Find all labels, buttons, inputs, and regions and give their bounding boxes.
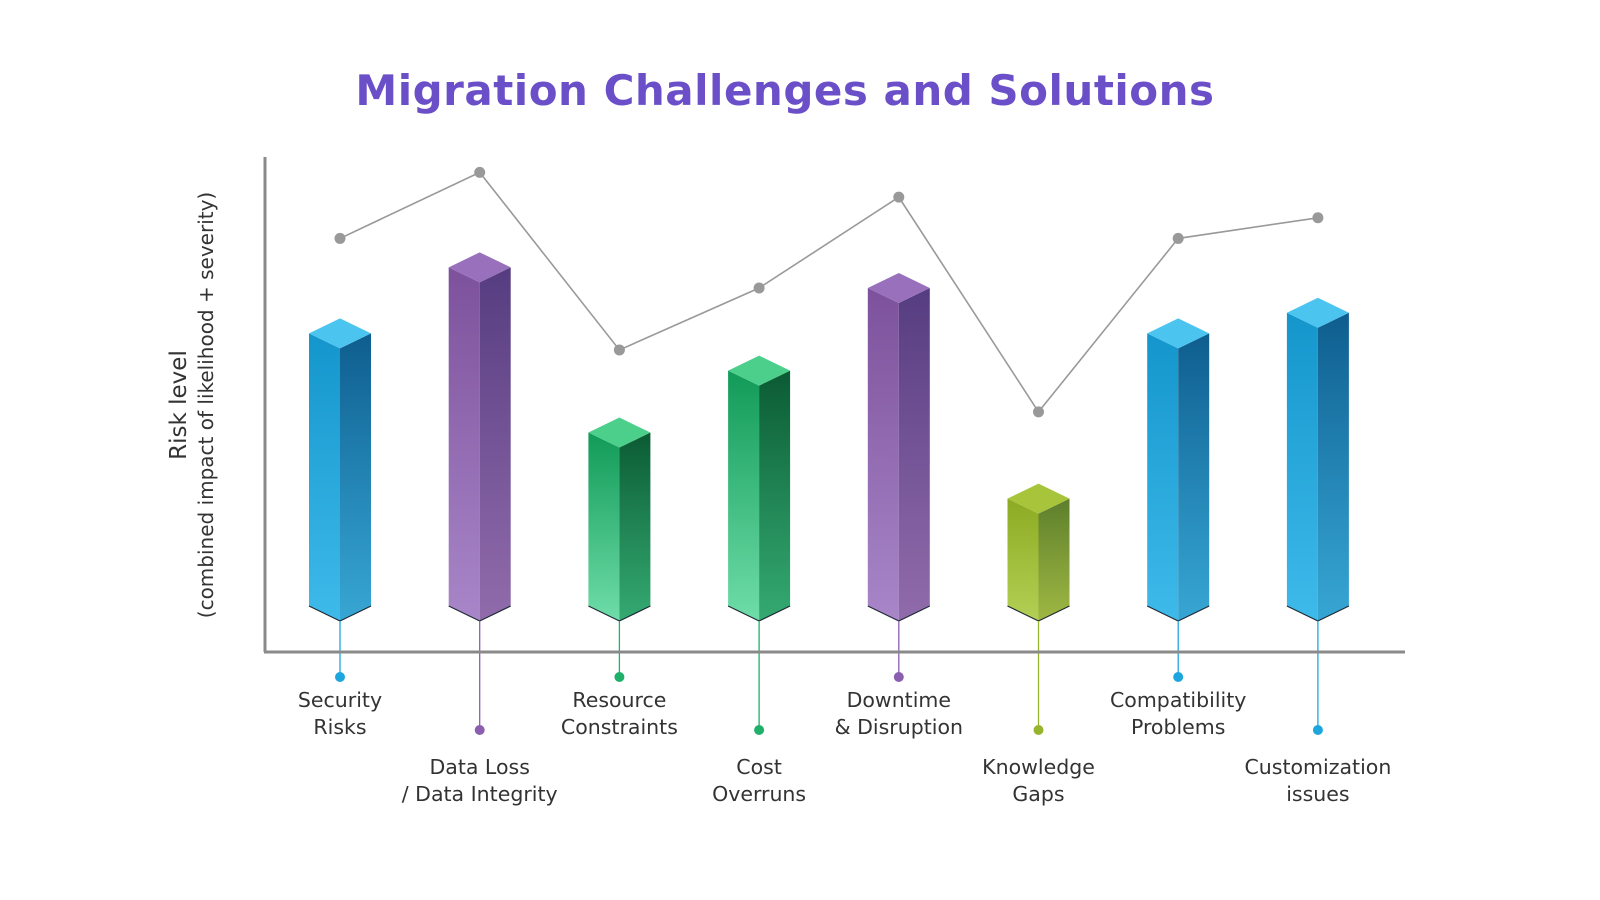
bar-front-face [588, 432, 620, 621]
bar-front-face [309, 333, 340, 621]
category-label-line: Customization [1244, 755, 1391, 779]
bar-top-face [588, 417, 651, 448]
trend-point [1172, 232, 1184, 244]
bar-front-face [1286, 312, 1318, 621]
category-label: Compatibility Problems [1110, 688, 1246, 739]
trend-point [474, 166, 486, 178]
bar-side-face [479, 267, 511, 621]
bar-side-face [1178, 333, 1210, 621]
label-dot [1033, 725, 1044, 735]
category-label-line: Data Loss [429, 755, 529, 779]
trend-point [893, 191, 905, 203]
category-label-line: Problems [1131, 715, 1226, 739]
category-label-line: Constraints [561, 715, 678, 739]
bar-front-face [728, 370, 760, 621]
category-label-line: Risks [313, 715, 366, 739]
bar-top-face [1147, 318, 1210, 349]
trend-point [1033, 406, 1044, 418]
label-dot [1173, 672, 1184, 682]
bar-top-face [867, 272, 930, 303]
category-label-line: Resource [572, 688, 666, 712]
category-label: Knowledge Gaps [982, 755, 1095, 806]
category-label-line: / Data Integrity [402, 782, 558, 806]
bar-front-face [1007, 498, 1039, 621]
category-label-line: Gaps [1012, 782, 1064, 806]
bar-side-face [898, 287, 930, 621]
category-label-line: Knowledge [982, 755, 1095, 779]
trend-line [339, 171, 1319, 414]
bar-side-face [1317, 312, 1349, 621]
label-dot [754, 725, 765, 735]
label-dot [614, 672, 625, 682]
trend-point [334, 232, 346, 244]
category-label: Customization issues [1244, 755, 1391, 806]
bar-top-face [309, 318, 371, 349]
category-label: Resource Constraints [561, 688, 678, 739]
bar-top-face [448, 252, 511, 283]
category-label: Data Loss / Data Integrity [402, 755, 558, 806]
label-dot [893, 672, 904, 682]
bar-top-face [1007, 483, 1070, 514]
bar-front-face [867, 287, 899, 621]
category-label-line: Overruns [712, 782, 806, 806]
bar-side-face [759, 370, 791, 621]
label-dot [1312, 725, 1323, 735]
category-label-line: & Disruption [835, 715, 963, 739]
bar-side-face [340, 333, 371, 621]
bar-front-face [448, 267, 480, 621]
category-label: Security Risks [298, 688, 382, 739]
chart-title: Migration Challenges and Solutions [355, 66, 1215, 115]
bar-side-face [619, 432, 651, 621]
trend-point [753, 282, 765, 294]
category-label-line: Downtime [847, 688, 951, 712]
bar-side-face [1038, 498, 1070, 621]
y-axis-label: Risk level [166, 350, 192, 460]
y-axis-sublabel: (combined impact of likelihood + severit… [194, 192, 218, 618]
bar-top-face [728, 355, 791, 386]
trend-point [1312, 212, 1324, 224]
label-dot [335, 672, 345, 682]
bar-top-face [1286, 297, 1349, 328]
trend-point [613, 344, 625, 356]
category-label-line: issues [1286, 782, 1349, 806]
bar-front-face [1147, 333, 1179, 621]
category-label-line: Security [298, 688, 382, 712]
category-label-line: Compatibility [1110, 688, 1246, 712]
category-label: Downtime & Disruption [835, 688, 963, 739]
category-label: Cost Overruns [712, 755, 806, 806]
label-dot [474, 725, 485, 735]
category-label-line: Cost [736, 755, 782, 779]
